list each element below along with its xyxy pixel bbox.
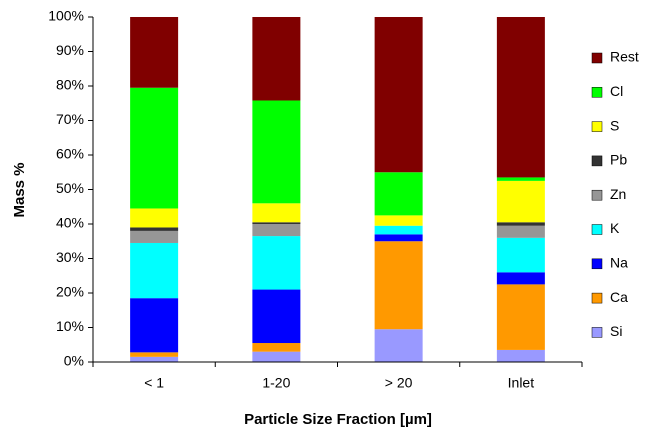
bar-segment (130, 298, 179, 353)
legend-label: Ca (610, 289, 628, 305)
legend-swatch (591, 189, 603, 201)
x-tick-label: 1-20 (262, 375, 290, 391)
y-tick-label: 60% (56, 146, 84, 162)
y-tick-label: 100% (48, 8, 84, 24)
bar-segment (130, 87, 179, 209)
y-tick-label: 70% (56, 111, 84, 127)
legend-swatch (591, 258, 603, 270)
bar-segment (496, 284, 545, 350)
legend-swatch (591, 155, 603, 167)
x-tick-label: > 20 (385, 375, 413, 391)
legend-label: Rest (610, 49, 639, 65)
bar-segment (130, 356, 179, 362)
bar-segment (496, 17, 545, 178)
y-tick-label: 30% (56, 249, 84, 265)
legend-swatch (591, 87, 603, 98)
legend-label: Si (610, 323, 622, 339)
bar-segment (374, 17, 423, 173)
bar-segment (130, 352, 179, 357)
bar-segment (130, 230, 179, 243)
bar-segment (374, 241, 423, 330)
y-tick-label: 50% (56, 180, 84, 196)
bar-segment (252, 343, 301, 352)
y-tick-label: 20% (56, 284, 84, 300)
bar-segment (130, 208, 179, 228)
bar-segment (252, 351, 301, 362)
bar-segment (130, 17, 179, 88)
bar-segment (496, 237, 545, 273)
y-tick-label: 80% (56, 77, 84, 93)
bar-segment (130, 242, 179, 299)
bar-segment (496, 272, 545, 285)
y-tick-label: 40% (56, 215, 84, 231)
bar-segment (496, 177, 545, 181)
bar-segment (252, 203, 301, 223)
legend-label: Na (610, 255, 628, 271)
bar-segment (374, 215, 423, 226)
bar-segment (252, 224, 301, 237)
legend-swatch (591, 292, 603, 304)
legend-label: Cl (610, 83, 623, 99)
y-tick-label: 0% (64, 353, 84, 369)
bar-segment (252, 289, 301, 344)
legend-label: Pb (610, 152, 627, 168)
x-tick-label: Inlet (508, 375, 535, 391)
legend-label: Zn (610, 186, 626, 202)
bar-segment (130, 227, 179, 231)
bar-segment (252, 100, 301, 204)
legend-swatch (591, 327, 603, 338)
bar-segment (374, 329, 423, 362)
legend-swatch (591, 121, 603, 132)
x-axis-title: Particle Size Fraction [µm] (244, 411, 432, 428)
y-axis-title: Mass % (11, 162, 28, 217)
bar-segment (252, 17, 301, 101)
bar-segment (374, 234, 423, 242)
bar-segment (374, 172, 423, 216)
legend-swatch (591, 224, 603, 235)
bar-segment (496, 222, 545, 226)
x-tick-label: < 1 (144, 375, 164, 391)
bar-segment (252, 236, 301, 290)
bar-segment (496, 349, 545, 362)
bar-segment (496, 225, 545, 238)
legend-label: K (610, 220, 620, 236)
y-tick-label: 10% (56, 318, 84, 334)
legend-swatch (591, 52, 603, 64)
bar-segment (374, 225, 423, 235)
legend-label: S (610, 117, 619, 133)
bar-segment (496, 180, 545, 223)
bar-segment (252, 222, 301, 224)
y-tick-label: 90% (56, 42, 84, 58)
